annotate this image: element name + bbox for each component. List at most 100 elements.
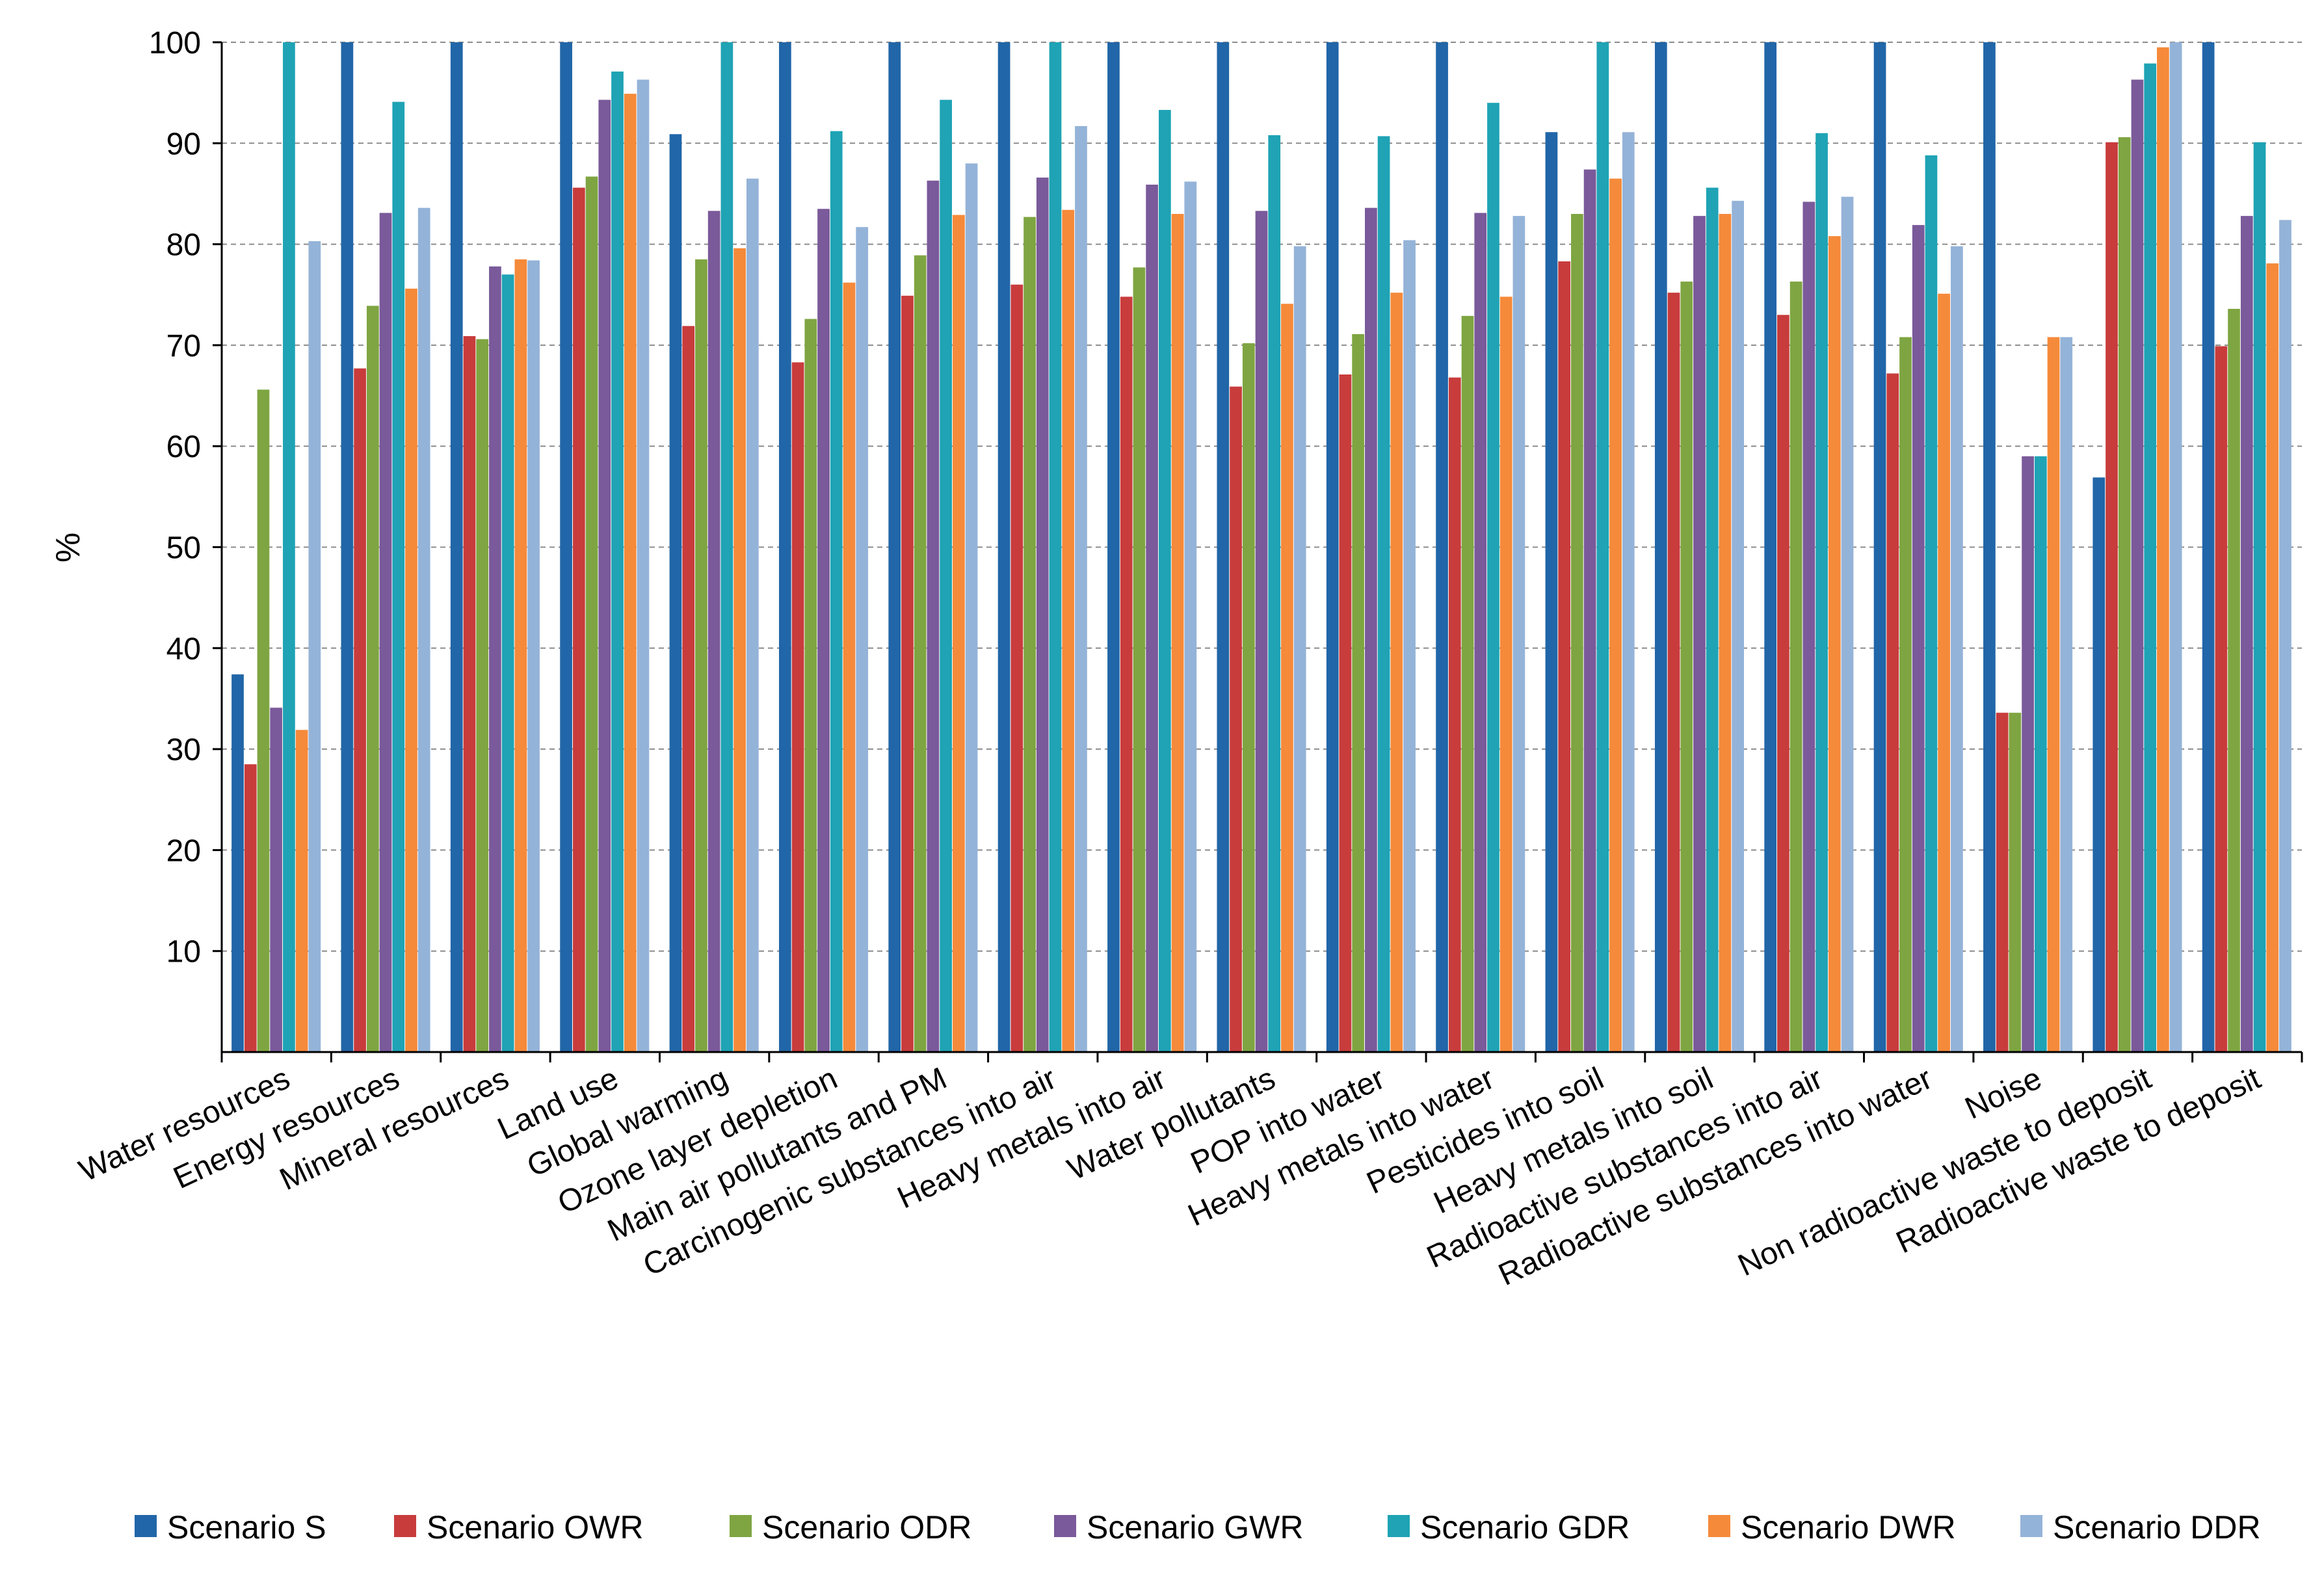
bar xyxy=(1899,337,1912,1052)
axes xyxy=(213,41,2303,1062)
bar xyxy=(2131,79,2144,1053)
y-tick-label: 60 xyxy=(166,430,201,464)
bar xyxy=(2009,713,2022,1052)
bar xyxy=(707,211,720,1053)
bar xyxy=(1461,315,1474,1052)
bar xyxy=(1436,42,1448,1052)
bar xyxy=(354,368,366,1052)
bar xyxy=(817,209,830,1052)
bar xyxy=(669,134,682,1052)
legend-label: Scenario DDR xyxy=(2053,1509,2261,1546)
bar xyxy=(733,248,746,1052)
bar xyxy=(244,764,257,1052)
bar xyxy=(1158,110,1171,1052)
bar xyxy=(598,99,611,1052)
legend-swatch xyxy=(394,1515,416,1537)
bar xyxy=(2279,220,2291,1053)
bar xyxy=(1996,713,2009,1052)
bar xyxy=(927,180,940,1052)
bar xyxy=(779,42,791,1052)
legend-label: Scenario ODR xyxy=(762,1509,971,1546)
legend-label: Scenario GWR xyxy=(1087,1509,1303,1546)
bar xyxy=(450,42,463,1052)
bar xyxy=(1365,207,1377,1053)
bar xyxy=(1654,42,1667,1052)
bar xyxy=(1802,202,1816,1052)
bar xyxy=(1693,216,1706,1052)
y-tick-label: 30 xyxy=(166,733,201,767)
bar xyxy=(1339,374,1352,1053)
bar xyxy=(1558,261,1571,1052)
y-tick-label: 50 xyxy=(166,531,201,566)
bar xyxy=(888,42,901,1052)
bar xyxy=(1293,246,1306,1053)
bar xyxy=(1448,377,1461,1052)
bar xyxy=(1268,135,1281,1052)
bar xyxy=(489,266,501,1052)
bar xyxy=(682,326,695,1052)
bar xyxy=(1230,386,1242,1052)
bar xyxy=(2266,263,2279,1052)
bar xyxy=(1622,132,1635,1053)
bar xyxy=(1828,236,1841,1053)
bar xyxy=(791,362,804,1052)
bar xyxy=(379,213,392,1053)
bar xyxy=(1326,42,1339,1052)
bar xyxy=(1171,214,1184,1052)
bar xyxy=(1680,282,1693,1052)
legend-label: Scenario DWR xyxy=(1741,1509,1956,1546)
y-tick-labels: 10 20 30 40 50 60 70 80 90 100 xyxy=(149,26,201,969)
bar xyxy=(2047,337,2060,1052)
legend-label: Scenario GDR xyxy=(1420,1509,1630,1546)
bar xyxy=(1938,293,1951,1053)
bar xyxy=(1925,155,1938,1053)
bar xyxy=(2169,42,2182,1052)
bar xyxy=(1049,42,1062,1052)
bar xyxy=(1499,296,1512,1052)
bar xyxy=(585,176,598,1052)
bar xyxy=(1352,334,1364,1052)
legend-swatch xyxy=(730,1515,752,1537)
bar xyxy=(392,101,405,1052)
bar xyxy=(1764,42,1777,1052)
bar xyxy=(1609,178,1622,1052)
bar xyxy=(514,259,527,1052)
bar xyxy=(1816,133,1828,1052)
bar xyxy=(270,707,283,1052)
bar xyxy=(2034,456,2047,1052)
bar xyxy=(366,306,379,1053)
bar xyxy=(1951,246,1963,1053)
bar xyxy=(901,295,914,1052)
bar xyxy=(572,187,585,1052)
bar xyxy=(2240,216,2253,1052)
bar xyxy=(1255,211,1268,1053)
legend: Scenario S Scenario OWR Scenario ODR Scenar… xyxy=(135,1509,2261,1546)
bar xyxy=(1667,293,1680,1052)
bar xyxy=(501,274,514,1053)
y-tick-label: 90 xyxy=(166,127,201,161)
bar xyxy=(1107,42,1120,1052)
bars xyxy=(231,42,2291,1053)
legend-swatch xyxy=(135,1515,157,1537)
bar xyxy=(1023,217,1036,1052)
bar xyxy=(1474,213,1487,1053)
bar xyxy=(476,339,489,1052)
bar xyxy=(1217,42,1230,1052)
bar xyxy=(940,99,952,1052)
bar xyxy=(1886,373,1899,1052)
bar xyxy=(2106,142,2118,1052)
bar xyxy=(1487,103,1499,1053)
bar xyxy=(952,215,965,1052)
y-tick-label: 40 xyxy=(166,632,201,666)
bar xyxy=(405,288,417,1053)
bar xyxy=(804,319,817,1052)
bar xyxy=(2144,63,2157,1053)
bar xyxy=(295,730,308,1052)
bar xyxy=(2060,337,2073,1052)
legend-swatch xyxy=(1708,1515,1730,1537)
bar xyxy=(1512,216,1525,1052)
bar xyxy=(1390,293,1403,1052)
bar xyxy=(2228,308,2240,1052)
